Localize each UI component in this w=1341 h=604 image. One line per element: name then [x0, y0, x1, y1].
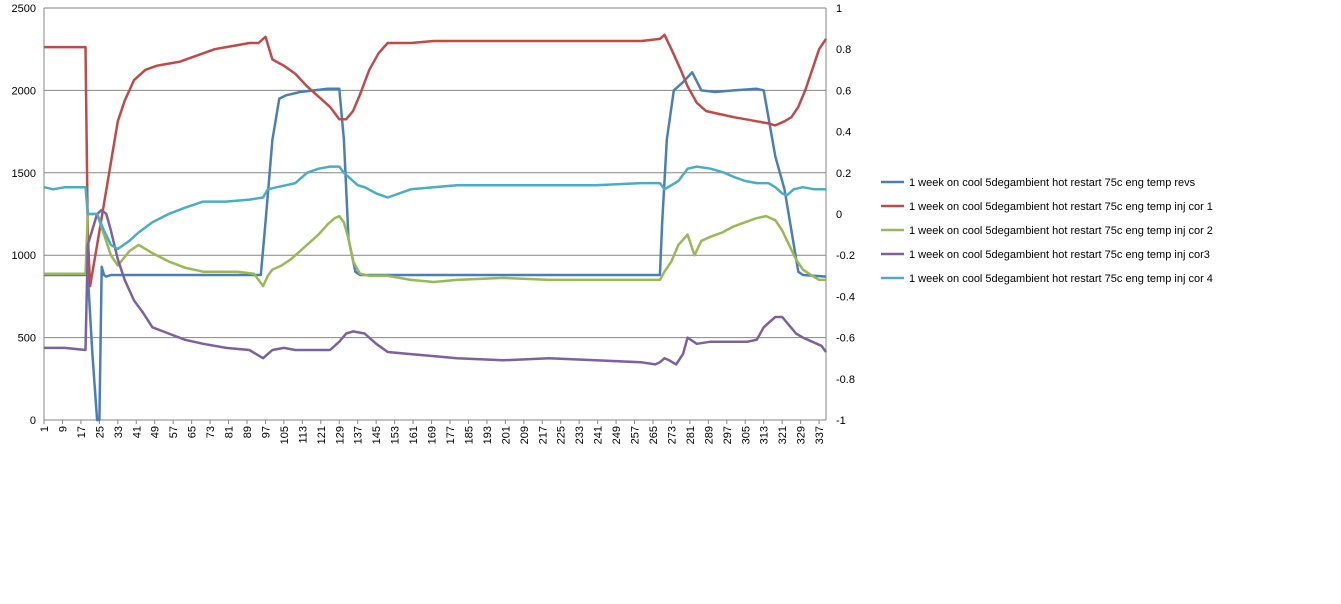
legend: 1 week on cool 5degambient hot restart 7… [881, 177, 1213, 285]
x-tick-label: 185 [463, 426, 475, 444]
y-tick-label: 1000 [12, 250, 36, 262]
x-tick-label: 9 [57, 426, 69, 432]
series-line-2 [44, 33, 828, 288]
x-tick-label: 241 [593, 426, 605, 444]
y-axis-left-ticks: 0 500 1000 1500 2000 2500 [12, 3, 36, 427]
y-tick-label: 0 [30, 415, 36, 427]
series-line-4 [44, 208, 828, 366]
y-tick-label: 2000 [12, 85, 36, 97]
x-tick-label: 233 [574, 426, 586, 444]
x-tick-label: 57 [168, 426, 180, 438]
series-line-5 [43, 165, 826, 251]
x-tick-label: 225 [556, 426, 568, 444]
x-tick-label: 81 [224, 426, 236, 438]
y2-tick-label: 0.4 [836, 127, 851, 139]
x-tick-label: 305 [740, 426, 752, 444]
legend-label: 1 week on cool 5degambient hot restart 7… [909, 273, 1213, 285]
series-line-3 [44, 212, 826, 288]
x-tick-label: 193 [482, 426, 494, 444]
x-tick-label: 257 [630, 426, 642, 444]
series-line-1 [44, 71, 827, 422]
y2-tick-label: 0.8 [836, 44, 851, 56]
legend-label: 1 week on cool 5degambient hot restart 7… [909, 177, 1196, 189]
legend-label: 1 week on cool 5degambient hot restart 7… [909, 201, 1213, 213]
y-tick-label: 2500 [12, 3, 36, 15]
x-tick-label: 281 [685, 426, 697, 444]
y2-tick-label: -0.2 [836, 250, 855, 262]
y2-tick-label: -1 [836, 415, 846, 427]
x-tick-label: 273 [666, 426, 678, 444]
x-tick-label: 145 [371, 426, 383, 444]
y-tick-label: 500 [18, 333, 36, 345]
y2-tick-label: -0.6 [836, 333, 855, 345]
legend-label: 1 week on cool 5degambient hot restart 7… [909, 249, 1210, 261]
x-tick-label: 169 [427, 426, 439, 444]
x-tick-label: 329 [796, 426, 808, 444]
y2-tick-label: -0.4 [836, 291, 855, 303]
x-tick-label: 249 [611, 426, 623, 444]
x-tick-label: 265 [648, 426, 660, 444]
x-tick-label: 105 [279, 426, 291, 444]
x-tick-label: 33 [113, 426, 125, 438]
y-axis-right-ticks: -1 -0.8 -0.6 -0.4 -0.2 0 0.2 0.4 0.6 0.8 1 [836, 3, 855, 427]
x-tick-label: 41 [131, 426, 143, 438]
x-tick-label: 129 [334, 426, 346, 444]
y-tick-label: 1500 [12, 168, 36, 180]
y2-tick-label: 1 [836, 3, 842, 15]
y2-tick-label: 0.6 [836, 85, 851, 97]
x-tick-label: 1 [39, 426, 51, 432]
x-tick-label: 289 [703, 426, 715, 444]
x-tick-label: 25 [94, 426, 106, 438]
x-tick-label: 89 [242, 426, 254, 438]
x-tick-label: 209 [519, 426, 531, 444]
x-tick-label: 201 [500, 426, 512, 444]
x-tick-label: 49 [150, 426, 162, 438]
x-tick-label: 121 [316, 426, 328, 444]
x-axis-ticks: 1 9 17 25 33 41 49 57 65 73 81 89 97 105 113 121 129 137 1… [39, 420, 826, 444]
legend-label: 1 week on cool 5degambient hot restart 7… [909, 225, 1213, 237]
x-tick-label: 337 [814, 426, 826, 444]
x-tick-label: 321 [777, 426, 789, 444]
x-tick-label: 65 [187, 426, 199, 438]
x-tick-label: 313 [759, 426, 771, 444]
series-lines [43, 33, 828, 422]
y2-tick-label: -0.8 [836, 374, 855, 386]
x-tick-label: 97 [260, 426, 272, 438]
plot-area [44, 8, 826, 420]
x-tick-label: 297 [722, 426, 734, 444]
x-tick-label: 217 [537, 426, 549, 444]
x-tick-label: 153 [390, 426, 402, 444]
y2-tick-label: 0.2 [836, 168, 851, 180]
x-tick-label: 161 [408, 426, 420, 444]
x-tick-label: 177 [445, 426, 457, 444]
x-tick-label: 137 [353, 426, 365, 444]
x-tick-label: 73 [205, 426, 217, 438]
x-tick-label: 17 [76, 426, 88, 438]
y2-tick-label: 0 [836, 209, 842, 221]
x-tick-label: 113 [297, 426, 309, 444]
